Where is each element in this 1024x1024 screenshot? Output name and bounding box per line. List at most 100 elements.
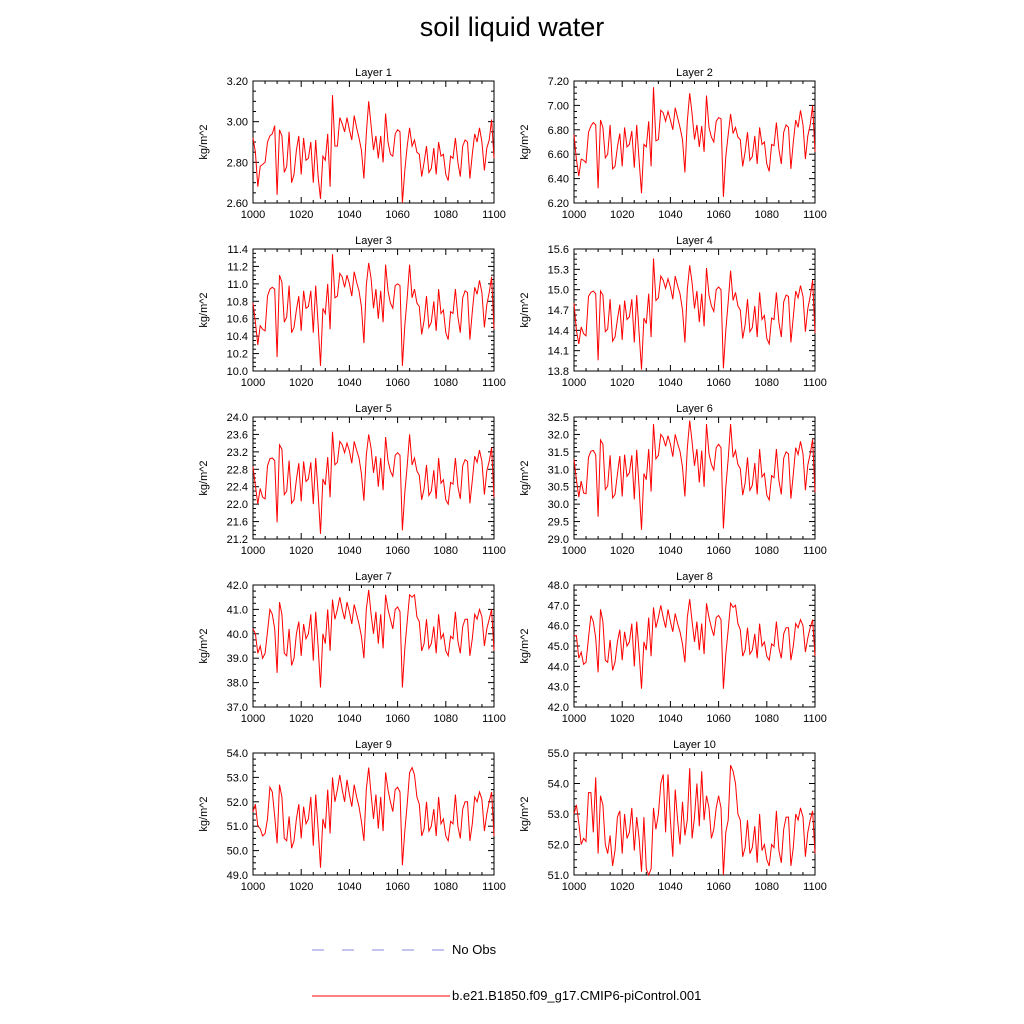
y-tick-label: 55.0 bbox=[548, 748, 569, 760]
y-axis-label: kg/m^2 bbox=[198, 292, 210, 327]
y-tick-label: 10.0 bbox=[227, 366, 248, 378]
x-tick-label: 1040 bbox=[658, 713, 682, 725]
y-tick-label: 14.7 bbox=[548, 305, 569, 317]
x-tick-label: 1000 bbox=[562, 209, 586, 221]
panel-title: Layer 6 bbox=[676, 403, 713, 415]
series-line bbox=[252, 254, 495, 366]
y-axis-label: kg/m^2 bbox=[198, 628, 210, 663]
x-tick-label: 1020 bbox=[610, 377, 634, 389]
y-tick-label: 52.0 bbox=[227, 797, 248, 809]
series-line bbox=[252, 766, 495, 868]
x-tick-label: 1020 bbox=[610, 713, 634, 725]
y-tick-label: 51.0 bbox=[548, 870, 569, 882]
legend-obs-line-icon bbox=[312, 949, 450, 951]
y-axis-label: kg/m^2 bbox=[198, 124, 210, 159]
series-line bbox=[573, 87, 816, 197]
x-tick-label: 1080 bbox=[434, 545, 458, 557]
x-tick-label: 1000 bbox=[241, 713, 265, 725]
x-tick-label: 1040 bbox=[337, 377, 361, 389]
panel-layer-6: Layer 6 kg/m^2 1000 1020 1040 1060 1080 1100 29.… bbox=[519, 403, 827, 557]
x-tick-label: 1080 bbox=[434, 209, 458, 221]
y-tick-label: 29.5 bbox=[548, 517, 569, 529]
x-tick-label: 1060 bbox=[385, 545, 409, 557]
y-tick-label: 22.8 bbox=[227, 464, 248, 476]
x-tick-label: 1040 bbox=[337, 881, 361, 893]
x-tick-label: 1060 bbox=[385, 209, 409, 221]
x-tick-label: 1060 bbox=[706, 881, 730, 893]
x-tick-label: 1020 bbox=[289, 713, 313, 725]
y-tick-label: 49.0 bbox=[227, 870, 248, 882]
x-tick-label: 1060 bbox=[706, 713, 730, 725]
y-tick-label: 54.0 bbox=[548, 779, 569, 791]
y-tick-label: 30.0 bbox=[548, 499, 569, 511]
x-tick-label: 1040 bbox=[658, 881, 682, 893]
panel-title: Layer 5 bbox=[355, 403, 392, 415]
x-tick-label: 1020 bbox=[289, 377, 313, 389]
x-tick-label: 1000 bbox=[241, 545, 265, 557]
y-tick-label: 30.5 bbox=[548, 482, 569, 494]
y-tick-label: 40.0 bbox=[227, 629, 248, 641]
x-tick-label: 1000 bbox=[562, 377, 586, 389]
x-tick-label: 1060 bbox=[385, 881, 409, 893]
y-tick-label: 46.0 bbox=[548, 621, 569, 633]
x-tick-label: 1100 bbox=[482, 713, 506, 725]
panel-layer-10: Layer 10 kg/m^2 1000 1020 1040 1060 1080 1100 51… bbox=[519, 739, 827, 893]
x-tick-label: 1080 bbox=[755, 713, 779, 725]
legend-model-line-icon bbox=[312, 995, 450, 997]
panel-layer-4: Layer 4 kg/m^2 1000 1020 1040 1060 1080 1100 13.… bbox=[519, 235, 827, 389]
x-tick-label: 1060 bbox=[706, 377, 730, 389]
y-tick-label: 52.0 bbox=[548, 840, 569, 852]
x-tick-label: 1100 bbox=[803, 377, 827, 389]
y-axis-label: kg/m^2 bbox=[519, 124, 531, 159]
y-tick-label: 53.0 bbox=[227, 772, 248, 784]
y-tick-label: 54.0 bbox=[227, 748, 248, 760]
x-tick-label: 1040 bbox=[658, 377, 682, 389]
y-axis-label: kg/m^2 bbox=[519, 796, 531, 831]
x-tick-label: 1040 bbox=[658, 545, 682, 557]
y-tick-label: 24.0 bbox=[227, 412, 248, 424]
panel-title: Layer 3 bbox=[355, 235, 392, 247]
x-tick-label: 1080 bbox=[434, 881, 458, 893]
legend-obs-label: No Obs bbox=[452, 942, 497, 957]
series-line bbox=[573, 765, 816, 877]
y-axis-label: kg/m^2 bbox=[519, 292, 531, 327]
y-tick-label: 45.0 bbox=[548, 641, 569, 653]
x-tick-label: 1000 bbox=[241, 209, 265, 221]
plot-frame bbox=[252, 584, 495, 708]
panel-layer-5: Layer 5 kg/m^2 1000 1020 1040 1060 1080 1100 21.… bbox=[198, 403, 506, 557]
y-tick-label: 44.0 bbox=[548, 661, 569, 673]
x-tick-label: 1060 bbox=[385, 377, 409, 389]
figure-title: soil liquid water bbox=[419, 12, 605, 42]
y-tick-label: 11.0 bbox=[227, 279, 248, 291]
x-tick-label: 1000 bbox=[241, 881, 265, 893]
x-tick-label: 1020 bbox=[610, 209, 634, 221]
x-tick-label: 1060 bbox=[706, 545, 730, 557]
x-tick-label: 1100 bbox=[482, 209, 506, 221]
y-tick-label: 29.0 bbox=[548, 534, 569, 546]
y-tick-label: 6.40 bbox=[548, 174, 569, 186]
y-tick-label: 11.4 bbox=[227, 244, 248, 256]
y-tick-label: 10.8 bbox=[227, 296, 248, 308]
x-tick-label: 1100 bbox=[803, 209, 827, 221]
y-tick-label: 42.0 bbox=[548, 702, 569, 714]
y-tick-label: 14.1 bbox=[548, 346, 569, 358]
x-tick-label: 1060 bbox=[385, 713, 409, 725]
y-tick-label: 10.6 bbox=[227, 314, 248, 326]
panel-title: Layer 10 bbox=[673, 739, 716, 751]
x-tick-label: 1040 bbox=[337, 713, 361, 725]
y-tick-label: 53.0 bbox=[548, 809, 569, 821]
y-tick-label: 42.0 bbox=[227, 580, 248, 592]
y-tick-label: 22.4 bbox=[227, 482, 248, 494]
x-tick-label: 1100 bbox=[482, 545, 506, 557]
y-tick-label: 6.60 bbox=[548, 149, 569, 161]
x-tick-label: 1100 bbox=[482, 377, 506, 389]
panel-title: Layer 7 bbox=[355, 571, 392, 583]
y-tick-label: 31.5 bbox=[548, 447, 569, 459]
x-tick-label: 1020 bbox=[610, 545, 634, 557]
x-tick-label: 1080 bbox=[755, 881, 779, 893]
y-tick-label: 11.2 bbox=[227, 261, 248, 273]
y-tick-label: 31.0 bbox=[548, 464, 569, 476]
x-tick-label: 1080 bbox=[434, 377, 458, 389]
y-tick-label: 6.20 bbox=[548, 198, 569, 210]
